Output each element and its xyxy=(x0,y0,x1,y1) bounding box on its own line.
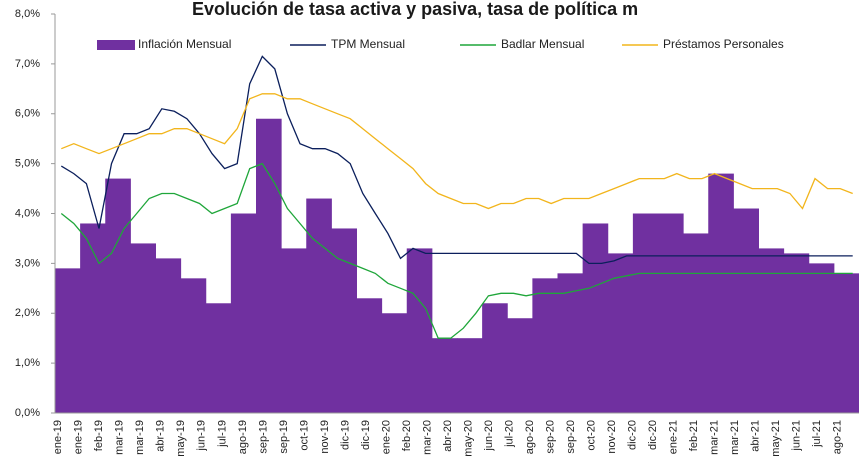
x-tick-label: sep-20 xyxy=(565,420,577,454)
x-tick-label: dic-19 xyxy=(360,420,372,450)
x-tick-label: nov-19 xyxy=(319,420,331,454)
x-tick-label: mar-19 xyxy=(134,420,146,455)
bar xyxy=(281,248,307,413)
x-tick-label: mar-19 xyxy=(114,420,126,455)
legend-swatch xyxy=(97,40,135,50)
y-tick-label: 5,0% xyxy=(15,158,40,170)
bar xyxy=(658,213,684,413)
legend-label: Préstamos Personales xyxy=(663,37,784,51)
bar xyxy=(130,243,156,413)
bar xyxy=(607,253,634,413)
x-tick-label: jul-20 xyxy=(503,420,515,448)
y-tick-label: 8,0% xyxy=(15,8,40,20)
y-tick-label: 4,0% xyxy=(15,207,40,219)
x-tick-label: dic-20 xyxy=(647,420,659,450)
x-tick-label: ago-20 xyxy=(524,420,536,454)
y-tick-label: 7,0% xyxy=(15,58,40,70)
bar xyxy=(833,273,859,413)
x-tick-label: ene-19 xyxy=(52,420,64,454)
x-tick-label: jun-19 xyxy=(196,420,208,452)
bar xyxy=(582,223,609,413)
x-tick-label: abr-20 xyxy=(442,420,454,452)
x-tick-label: ene-21 xyxy=(668,420,680,454)
line xyxy=(60,162,853,339)
y-tick-label: 3,0% xyxy=(15,257,40,269)
bar xyxy=(381,313,408,413)
x-tick-label: mar-21 xyxy=(729,420,741,455)
x-tick-label: oct-19 xyxy=(298,420,310,451)
y-tick-label: 2,0% xyxy=(15,307,40,319)
x-tick-label: ene-19 xyxy=(73,420,85,454)
bar xyxy=(230,213,257,413)
bar xyxy=(733,208,759,413)
bar xyxy=(356,298,383,413)
x-tick-label: ene-20 xyxy=(380,420,392,454)
bar xyxy=(155,258,182,413)
line xyxy=(61,93,853,210)
y-tick-label: 6,0% xyxy=(15,108,40,120)
bar xyxy=(331,228,357,413)
x-tick-label: jun-20 xyxy=(483,420,495,452)
x-tick-label: ago-21 xyxy=(832,420,844,454)
x-tick-label: sep-19 xyxy=(278,420,290,454)
x-tick-label: mar-21 xyxy=(709,420,721,455)
bar xyxy=(758,248,785,413)
bar xyxy=(306,198,332,413)
x-tick-label: jun-21 xyxy=(791,420,803,452)
x-tick-label: may-19 xyxy=(175,420,187,457)
x-tick-label: abr-19 xyxy=(155,420,167,452)
x-tick-label: mar-20 xyxy=(421,420,433,455)
bar xyxy=(557,273,584,413)
bar xyxy=(55,268,81,413)
x-tick-label: dic-19 xyxy=(339,420,351,450)
bar xyxy=(507,318,533,413)
bar xyxy=(683,233,709,413)
legend-label: TPM Mensual xyxy=(331,37,405,51)
x-tick-label: oct-20 xyxy=(586,420,598,451)
x-tick-label: may-20 xyxy=(462,420,474,457)
legend-label: Inflación Mensual xyxy=(138,37,231,51)
bar xyxy=(406,248,433,413)
bar xyxy=(808,263,835,413)
bar xyxy=(532,278,558,413)
x-tick-label: abr-21 xyxy=(750,420,762,452)
x-tick-label: ago-19 xyxy=(237,420,249,454)
x-tick-label: nov-20 xyxy=(606,420,618,454)
bar xyxy=(482,303,508,413)
bar xyxy=(256,118,282,414)
x-tick-label: may-21 xyxy=(770,420,782,457)
x-tick-label: feb-21 xyxy=(688,420,700,451)
bar xyxy=(632,213,659,413)
x-tick-label: jul-21 xyxy=(811,420,823,448)
legend-label: Badlar Mensual xyxy=(501,37,584,51)
y-tick-label: 0,0% xyxy=(15,407,40,419)
bar xyxy=(205,303,232,413)
x-tick-label: sep-19 xyxy=(257,420,269,454)
bar xyxy=(708,173,734,413)
x-tick-label: sep-20 xyxy=(545,420,557,454)
bar xyxy=(180,278,207,413)
bar xyxy=(80,223,106,413)
x-tick-label: dic-20 xyxy=(627,420,639,450)
x-tick-label: jul-19 xyxy=(216,420,228,448)
bar xyxy=(431,338,458,413)
bar xyxy=(783,253,810,413)
x-tick-label: feb-20 xyxy=(401,420,413,451)
y-tick-label: 1,0% xyxy=(15,357,40,369)
bar xyxy=(105,178,131,413)
chart-title: Evolución de tasa activa y pasiva, tasa … xyxy=(192,0,638,19)
bar xyxy=(457,338,483,413)
line xyxy=(60,55,853,265)
x-tick-label: feb-19 xyxy=(93,420,105,451)
